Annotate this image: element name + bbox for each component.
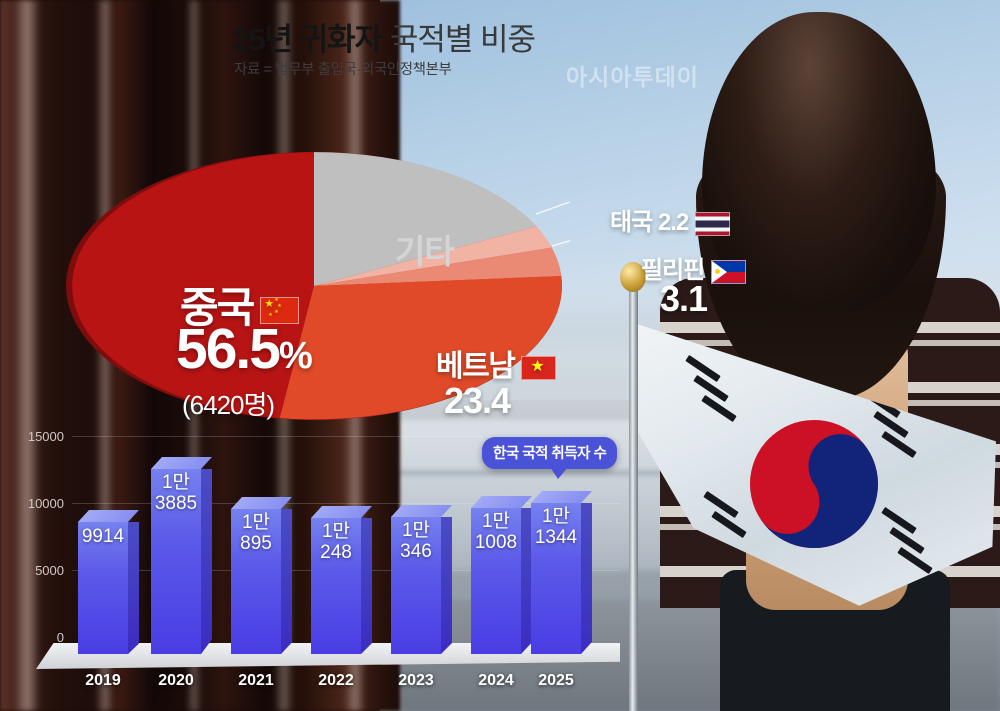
pie-label-philippines-value: 3.1 xyxy=(660,278,708,319)
thailand-value-text: 2.2 xyxy=(657,209,689,236)
x-axis-label-2019: 2019 xyxy=(85,672,121,689)
pie-slice-vietnam xyxy=(279,276,562,420)
flag-pole xyxy=(629,290,638,711)
vn-flag-icon: ★ xyxy=(521,356,557,381)
x-axis-label-2024: 2024 xyxy=(478,672,514,689)
bar-value-2020: 1만 3885 xyxy=(154,472,198,514)
pie-label-china-value: 56.5% xyxy=(176,316,313,382)
thailand-name-text: 태국 xyxy=(610,209,653,236)
bar-value-2025: 1만 1344 xyxy=(534,506,578,548)
cn-flag-icon: ★ ★ ★ ★ ★ xyxy=(260,297,300,325)
pie-slice-other xyxy=(314,152,537,286)
trigram-bar xyxy=(897,546,933,575)
trigram-bar xyxy=(701,394,737,423)
pie-label-vietnam-name: 베트남 ★ xyxy=(436,341,557,385)
watermark: 아시아투데이 xyxy=(566,64,699,90)
vietnam-name-text: 베트남 xyxy=(436,350,516,383)
pie-slice-philippines xyxy=(314,247,562,286)
pie-label-philippines: 필리핀 xyxy=(641,250,747,285)
china-name-text: 중국 xyxy=(180,284,255,331)
x-axis-label-2022: 2022 xyxy=(318,672,354,689)
pie-slice-china xyxy=(72,152,314,419)
gridline-15000 xyxy=(72,436,620,437)
y-axis-label-10000: 10000 xyxy=(27,496,64,511)
x-axis-label-2020: 2020 xyxy=(158,672,194,689)
x-axis-label-2025: 2025 xyxy=(538,672,574,689)
philippines-name-text: 필리핀 xyxy=(641,257,705,284)
bar-chart: 15000 10000 5000 0 9914 2019 1만 3885 202… xyxy=(0,400,640,711)
page-title-light: 국적별 비중 xyxy=(389,22,536,57)
bar-value-2024: 1만 1008 xyxy=(474,511,518,553)
y-axis-label-5000: 5000 xyxy=(35,563,64,578)
pie-slice-thailand xyxy=(314,226,552,286)
percent-symbol: % xyxy=(278,335,313,377)
pie-label-china-count: (6420명) xyxy=(182,390,275,420)
trigram-bar xyxy=(711,510,747,539)
trigram-bar xyxy=(881,430,917,459)
column-highlight xyxy=(14,0,40,711)
bar-2025 xyxy=(531,491,592,654)
chart-callout-badge: 한국 국적 취득자 수 xyxy=(482,437,618,479)
pie-chart: 기타 중국 ★ ★ ★ ★ ★ 56.5% (6420명) 베트남 ★ 23.4 … xyxy=(58,88,747,458)
pie-label-china-name: 중국 ★ ★ ★ ★ ★ xyxy=(180,274,300,335)
gridline-10000 xyxy=(72,503,620,504)
flagpole-finial xyxy=(620,262,646,292)
bar-value-2023: 1만 346 xyxy=(400,520,432,562)
y-axis-label-15000: 15000 xyxy=(27,429,64,444)
ph-flag-icon xyxy=(711,259,747,284)
pie-label-other: 기타 xyxy=(395,233,455,270)
source-caption: 자료 = 법무부 출입국·외국인정책본부 xyxy=(234,62,452,78)
bar-2022 xyxy=(311,506,372,654)
pie-label-vietnam-value: 23.4 xyxy=(444,380,511,421)
leader-line-philippines xyxy=(551,240,570,247)
y-axis-label-0: 0 xyxy=(56,630,64,645)
bar-2020 xyxy=(151,457,212,654)
pie-slices xyxy=(72,152,570,420)
bar-2024 xyxy=(471,496,532,654)
bar-2023 xyxy=(391,505,452,654)
bar-value-2022: 1만 248 xyxy=(320,521,352,563)
bar-2019 xyxy=(78,510,139,654)
x-axis-label-2021: 2021 xyxy=(238,672,274,689)
china-value-text: 56.5 xyxy=(176,317,281,381)
bar-2021 xyxy=(231,497,292,654)
th-flag-icon xyxy=(695,211,731,236)
bar-value-2021: 1만 895 xyxy=(240,512,272,554)
pie-label-thailand: 태국 2.2 xyxy=(610,202,731,237)
page-title-bold: 25년 귀화자 xyxy=(232,22,383,57)
bar-value-2019: 9914 xyxy=(81,526,125,547)
leader-line-thailand xyxy=(535,201,570,215)
page-title: 25년 귀화자 국적별 비중 xyxy=(232,14,536,59)
x-axis-label-2023: 2023 xyxy=(398,672,434,689)
